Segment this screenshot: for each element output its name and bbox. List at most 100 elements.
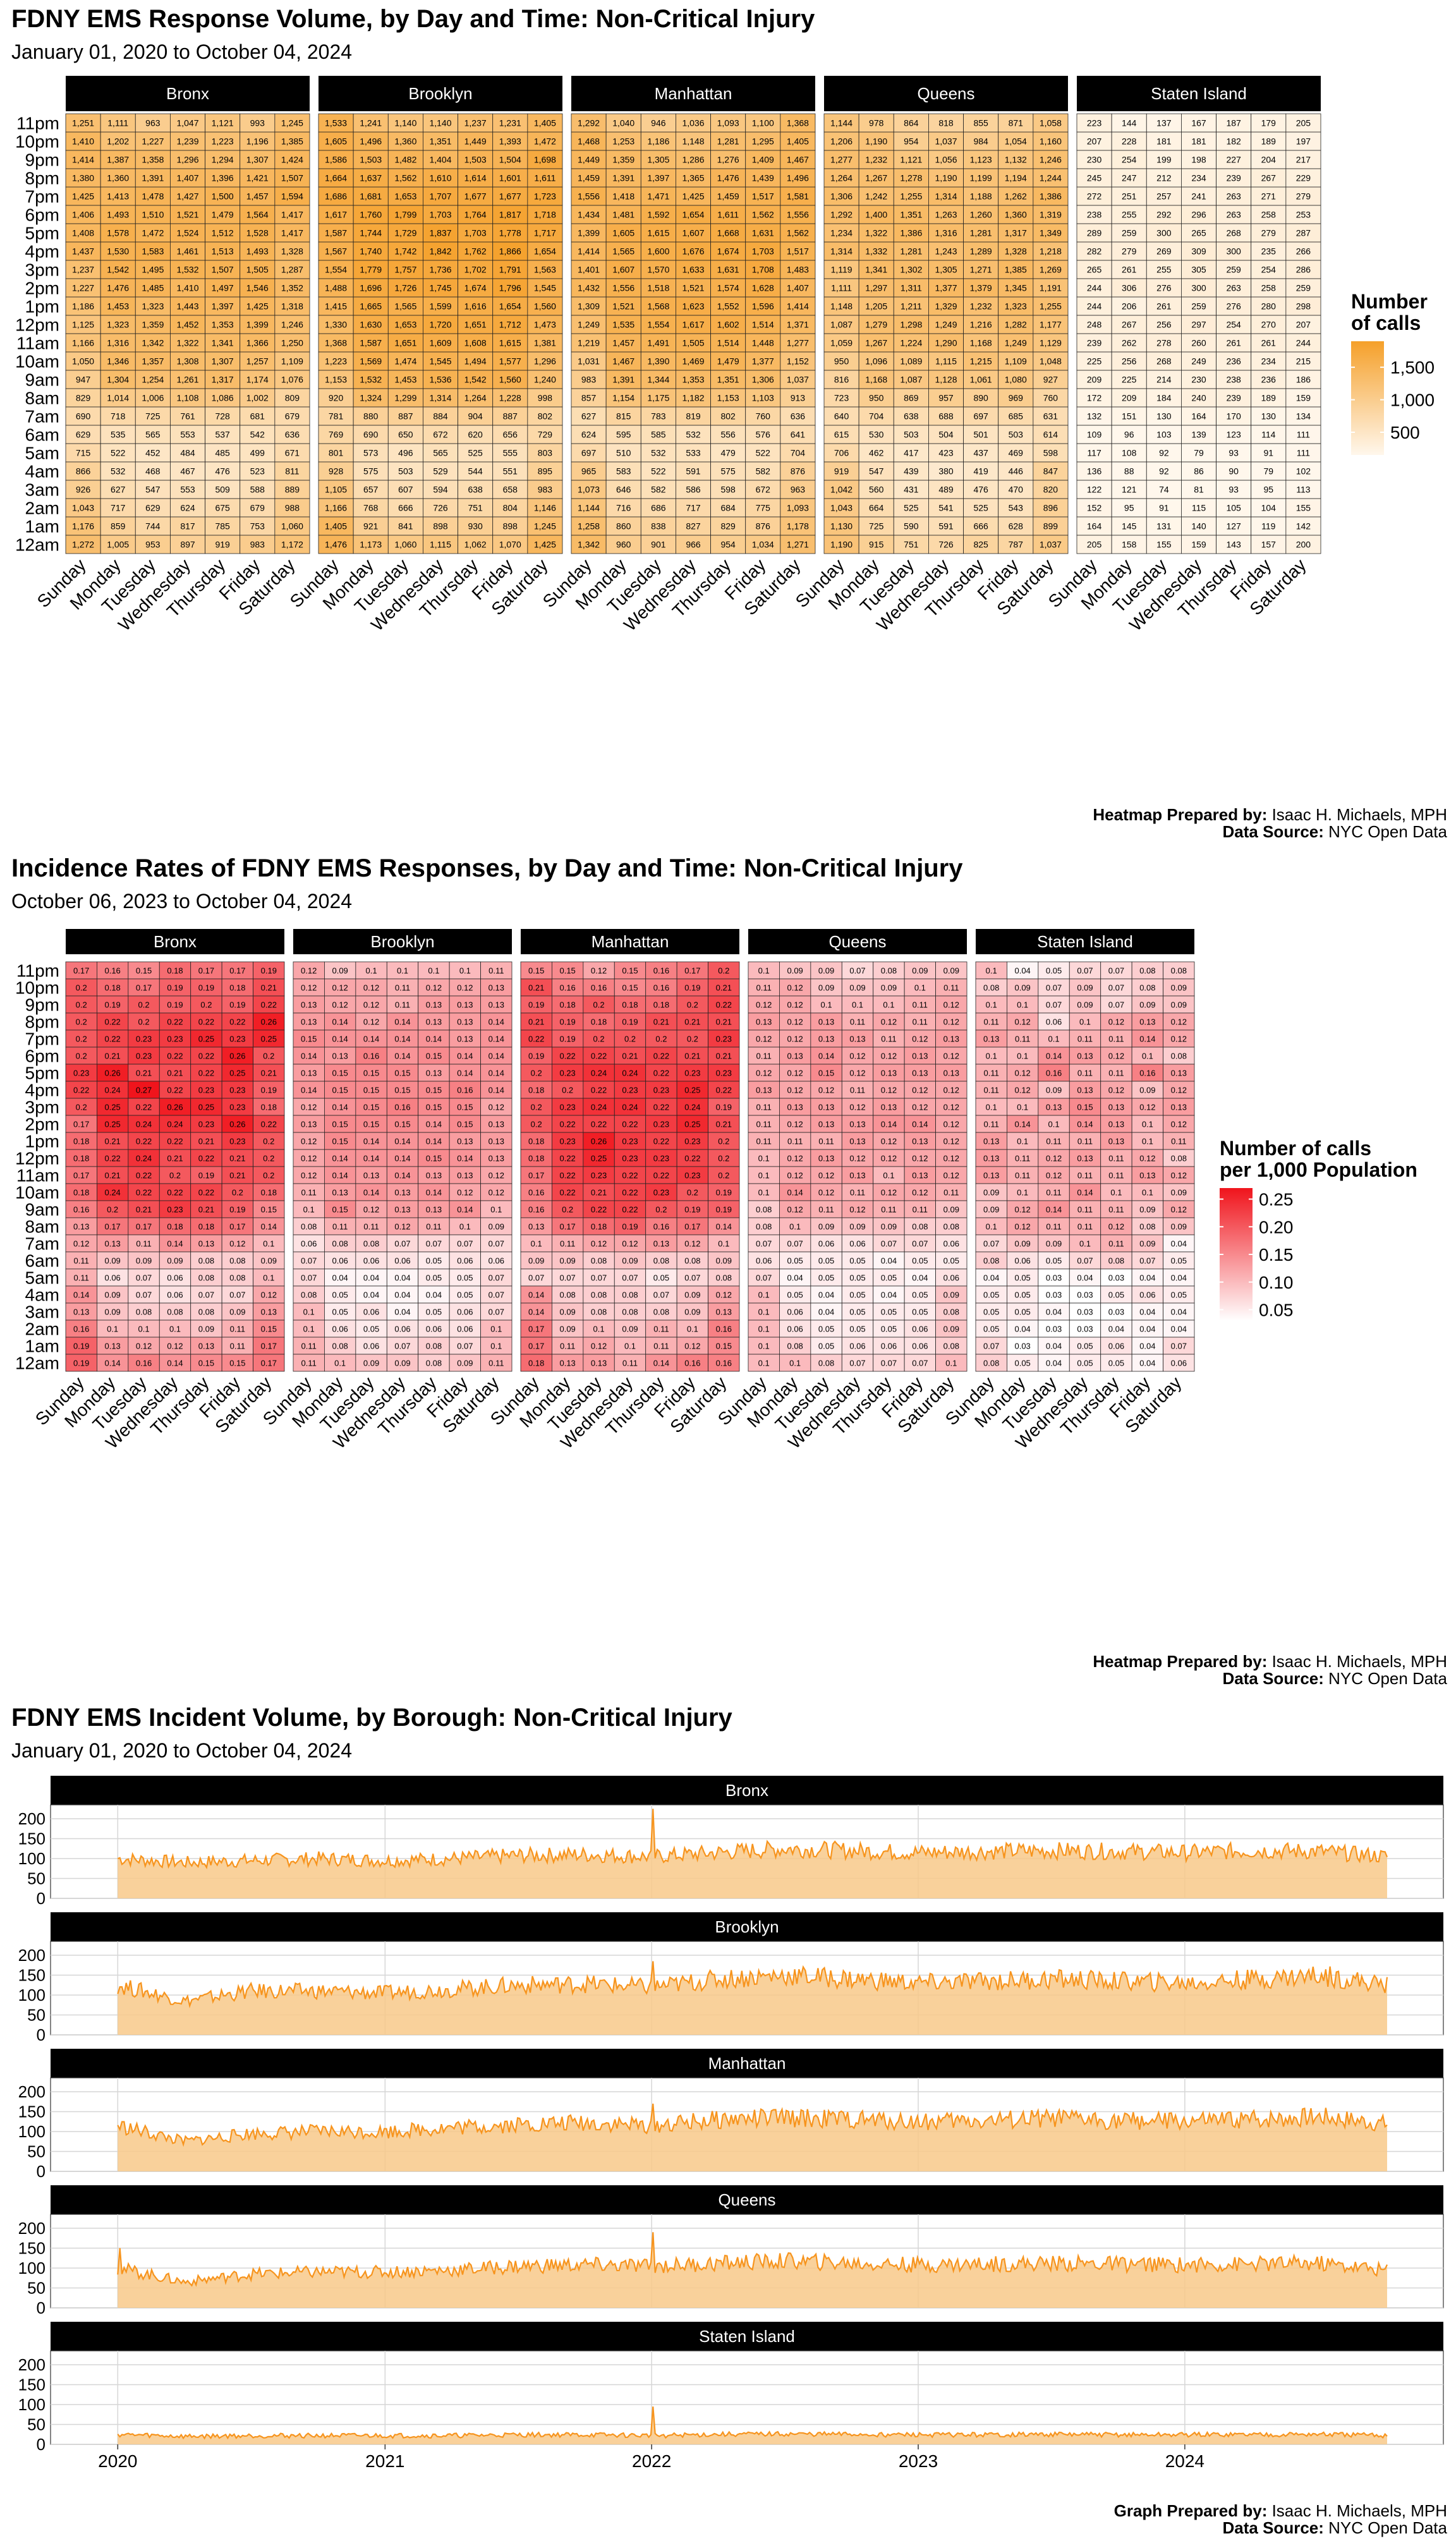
- heatmap-cell: [1007, 1115, 1039, 1133]
- cell-label: 725: [869, 521, 884, 531]
- heatmap-cell: [583, 1285, 615, 1304]
- cell-label: 0.21: [622, 1052, 638, 1061]
- cell-label: 0.13: [818, 1103, 834, 1112]
- cell-label: 1,148: [682, 136, 704, 147]
- cell-label: 1,227: [142, 136, 164, 147]
- heatmap-cell: [1181, 223, 1216, 243]
- cell-label: 0.22: [559, 1188, 575, 1198]
- cell-label: 666: [398, 503, 413, 513]
- cell-label: 0.13: [591, 1359, 607, 1368]
- cell-label: 1,842: [429, 246, 451, 257]
- heatmap-cell: [975, 978, 1007, 997]
- heatmap-cell: [480, 1115, 513, 1133]
- heatmap-cell: [293, 1098, 325, 1116]
- heatmap-cell: [552, 1132, 584, 1150]
- heatmap-cell: [128, 978, 160, 997]
- cell-label: 726: [938, 540, 954, 550]
- cell-label: 1,866: [499, 246, 521, 257]
- cell-label: 0.26: [261, 1017, 277, 1027]
- heatmap-cell: [240, 131, 276, 151]
- y-tick-label: 3pm: [25, 260, 59, 280]
- heatmap-cell: [1216, 480, 1252, 499]
- cell-label: 256: [1156, 320, 1172, 330]
- cell-label: 0.12: [912, 1154, 928, 1163]
- heatmap-cell: [605, 131, 641, 151]
- cell-label: 268: [1226, 228, 1241, 238]
- heatmap-cell: [640, 388, 676, 408]
- cell-label: 0.14: [332, 1017, 348, 1027]
- heatmap-cell: [100, 186, 136, 206]
- cell-label: 1,130: [830, 521, 852, 531]
- cell-label: 0.05: [787, 1290, 803, 1300]
- y-tick-label: 9pm: [25, 150, 59, 170]
- cell-label: 0.07: [787, 1239, 803, 1249]
- cell-label: 1,240: [534, 375, 556, 385]
- cell-label: 96: [1124, 430, 1134, 440]
- cell-label: 775: [756, 503, 771, 513]
- heatmap-cell: [823, 351, 859, 371]
- cell-label: 0.12: [1014, 1069, 1030, 1078]
- cell-label: 0.14: [653, 1359, 669, 1368]
- cell-label: 0.23: [684, 1137, 700, 1146]
- heatmap-cell: [998, 498, 1034, 518]
- heatmap-cell: [676, 1098, 708, 1116]
- cell-label: 1,216: [970, 320, 992, 330]
- cell-label: 297: [1191, 320, 1206, 330]
- cell-label: 0.11: [1108, 1171, 1124, 1180]
- cell-label: 640: [834, 411, 849, 422]
- heatmap-cell: [449, 1029, 481, 1048]
- cell-label: 0.14: [394, 1154, 410, 1163]
- cell-label: 0.13: [818, 1154, 834, 1163]
- cell-label: 0.07: [912, 1239, 928, 1249]
- cell-label: 0.12: [332, 1000, 348, 1010]
- cell-label: 1,186: [72, 301, 94, 312]
- heatmap-cell: [605, 241, 641, 261]
- cell-label: 688: [938, 411, 954, 422]
- heatmap1-title: FDNY EMS Response Volume, by Day and Tim…: [11, 5, 815, 33]
- cell-label: 1,569: [360, 356, 382, 367]
- cell-label: 1,413: [107, 191, 129, 202]
- heatmap-cell: [293, 1132, 325, 1150]
- cell-label: 1,255: [900, 191, 922, 202]
- heatmap-cell: [1076, 168, 1112, 188]
- cell-label: 1,271: [787, 540, 809, 550]
- heatmap-cell: [676, 1302, 708, 1321]
- heatmap-cell: [418, 1268, 450, 1287]
- cell-label: 263: [1226, 283, 1241, 293]
- cell-label: 0.11: [1077, 1205, 1093, 1215]
- cell-label: 0.11: [488, 966, 504, 976]
- cell-label: 1,232: [865, 155, 887, 165]
- heatmap-cell: [873, 1217, 905, 1235]
- cell-label: 1,459: [578, 173, 600, 183]
- cell-label: 582: [756, 466, 771, 476]
- cell-label: 0.07: [881, 1359, 897, 1368]
- panel-strip: [824, 76, 1068, 111]
- cell-label: 1,014: [107, 393, 129, 403]
- heatmap-cell: [645, 1200, 677, 1218]
- cell-label: 223: [1087, 118, 1102, 128]
- heatmap-cell: [128, 1115, 160, 1133]
- heatmap-cell: [1069, 995, 1101, 1014]
- cell-label: 0.15: [363, 1103, 379, 1112]
- heatmap-cell: [135, 205, 171, 224]
- legend-tick-label: 0.10: [1259, 1273, 1294, 1292]
- heatmap-cell: [571, 461, 607, 481]
- cell-label: 0.12: [818, 1188, 834, 1198]
- cell-label: 0.13: [457, 1137, 473, 1146]
- cell-label: 0.2: [263, 1171, 274, 1180]
- heatmap-cell: [1111, 168, 1147, 188]
- y-tick-label: 0: [37, 2025, 46, 2044]
- heatmap-cell: [748, 995, 780, 1014]
- cell-label: 0.12: [1014, 1017, 1030, 1027]
- heatmap-cell: [935, 1132, 968, 1150]
- heatmap-cell: [128, 1251, 160, 1270]
- heatmap-cell: [1131, 1337, 1163, 1355]
- heatmap-cell: [324, 1337, 356, 1355]
- heatmap-cell: [583, 1354, 615, 1372]
- heatmap-cell: [1076, 131, 1112, 151]
- heatmap-cell: [708, 1268, 740, 1287]
- cell-label: 0.05: [943, 1256, 959, 1266]
- heatmap-cell: [745, 425, 781, 444]
- heatmap-cell: [873, 978, 905, 997]
- cell-label: 0.1: [789, 1359, 801, 1368]
